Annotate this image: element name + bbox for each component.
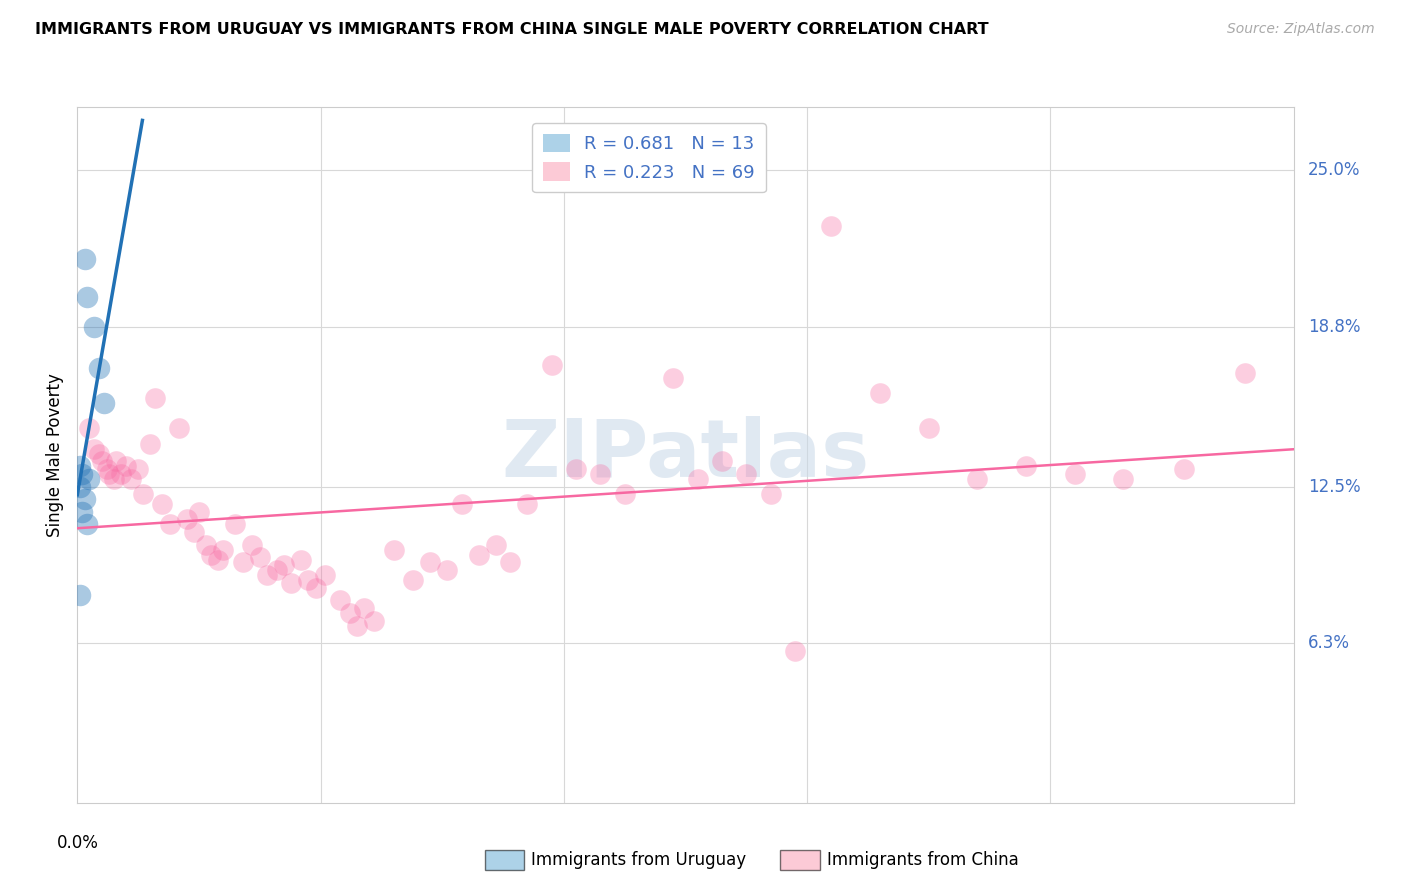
Point [662, 370, 685, 384]
Point [69, 588, 91, 602]
Point [273, 558, 295, 572]
Point [710, 454, 733, 468]
Point [69, 459, 91, 474]
Text: 6.3%: 6.3% [1308, 634, 1350, 652]
Point [89, 447, 111, 461]
Point [143, 391, 166, 405]
Point [589, 467, 612, 481]
Point [139, 436, 162, 450]
Point [76, 517, 98, 532]
Point [540, 358, 562, 372]
Point [232, 556, 254, 570]
Point [419, 556, 441, 570]
Point [280, 575, 302, 590]
Text: IMMIGRANTS FROM URUGUAY VS IMMIGRANTS FROM CHINA SINGLE MALE POVERTY CORRELATION: IMMIGRANTS FROM URUGUAY VS IMMIGRANTS FR… [35, 22, 988, 37]
Text: Immigrants from China: Immigrants from China [827, 851, 1018, 869]
Text: Immigrants from Uruguay: Immigrants from Uruguay [531, 851, 747, 869]
Point [69, 479, 91, 493]
Point [314, 568, 336, 582]
Point [783, 644, 806, 658]
Point [176, 512, 198, 526]
Point [249, 550, 271, 565]
Point [382, 542, 405, 557]
Point [105, 454, 128, 468]
Point [79, 421, 101, 435]
Point [565, 462, 588, 476]
Point [152, 497, 174, 511]
Point [76, 290, 98, 304]
Point [127, 462, 149, 476]
Point [613, 487, 636, 501]
Point [363, 614, 385, 628]
Point [1063, 467, 1085, 481]
Point [120, 472, 142, 486]
Point [132, 487, 155, 501]
Point [70, 467, 93, 481]
Point [183, 525, 205, 540]
Text: ZIPatlas: ZIPatlas [502, 416, 869, 494]
Point [305, 581, 328, 595]
Point [266, 563, 288, 577]
Text: 25.0%: 25.0% [1308, 161, 1361, 179]
Point [735, 467, 758, 481]
Point [436, 563, 458, 577]
Point [70, 505, 93, 519]
Point [1173, 462, 1195, 476]
Point [346, 618, 368, 632]
Point [467, 548, 489, 562]
Point [1112, 472, 1135, 486]
Point [402, 573, 425, 587]
Point [200, 548, 222, 562]
Text: 0.0%: 0.0% [56, 834, 98, 852]
Point [83, 442, 105, 456]
Legend: R = 0.681   N = 13, R = 0.223   N = 69: R = 0.681 N = 13, R = 0.223 N = 69 [531, 123, 766, 193]
Point [290, 553, 312, 567]
Point [297, 573, 319, 587]
Point [93, 396, 115, 410]
Point [485, 538, 508, 552]
Point [195, 538, 218, 552]
Point [90, 454, 112, 468]
Point [97, 467, 120, 481]
Point [256, 568, 278, 582]
Point [516, 497, 538, 511]
Point [110, 467, 132, 481]
Point [224, 517, 246, 532]
Y-axis label: Single Male Poverty: Single Male Poverty [46, 373, 65, 537]
Point [1233, 366, 1256, 380]
Point [207, 553, 229, 567]
Text: Source: ZipAtlas.com: Source: ZipAtlas.com [1227, 22, 1375, 37]
Text: 18.8%: 18.8% [1308, 318, 1361, 336]
Point [499, 556, 522, 570]
Point [450, 497, 472, 511]
Point [686, 472, 709, 486]
Point [188, 505, 211, 519]
Point [353, 601, 375, 615]
Point [820, 219, 842, 233]
Point [79, 472, 101, 486]
Point [918, 421, 941, 435]
Point [339, 606, 361, 620]
Point [115, 459, 138, 474]
Point [89, 360, 111, 375]
Point [966, 472, 988, 486]
Point [759, 487, 782, 501]
Point [73, 492, 96, 507]
Point [169, 421, 191, 435]
Point [1015, 459, 1038, 474]
Point [83, 320, 105, 334]
Point [73, 252, 96, 266]
Point [96, 462, 118, 476]
Point [212, 542, 235, 557]
Point [159, 517, 181, 532]
Point [869, 386, 891, 401]
Point [103, 472, 125, 486]
Text: 12.5%: 12.5% [1308, 477, 1361, 496]
Point [329, 593, 352, 607]
Point [242, 538, 264, 552]
